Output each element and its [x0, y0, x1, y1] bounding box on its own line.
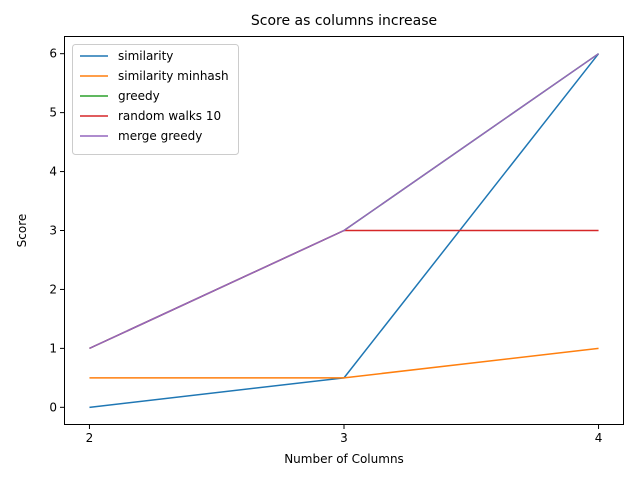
series-line-4	[89, 53, 599, 350]
series-line-3	[89, 229, 599, 350]
y-tick-label: 3	[49, 224, 57, 238]
y-axis-label: Score	[15, 214, 29, 248]
series-lines	[89, 53, 600, 409]
y-tick-label: 6	[49, 47, 57, 61]
series-line-1	[89, 347, 599, 379]
x-tick-label: 2	[86, 431, 94, 445]
y-tick-label: 1	[49, 341, 57, 355]
y-tick-label: 0	[49, 400, 57, 414]
x-axis-label: Number of Columns	[284, 452, 404, 466]
y-tick-label: 2	[49, 282, 57, 296]
chart-title: Score as columns increase	[251, 13, 437, 29]
y-tick-label: 5	[49, 106, 57, 120]
legend-box	[72, 44, 239, 155]
legend-label-4: merge greedy	[118, 129, 202, 143]
x-tick-label: 3	[340, 431, 348, 445]
legend-label-1: similarity minhash	[118, 69, 229, 83]
y-tick-label: 4	[49, 165, 57, 179]
legend-label-2: greedy	[118, 89, 160, 103]
y-axis-ticks: 0 1 2 3 4 5 6	[49, 47, 64, 414]
plot-area-frame	[64, 36, 624, 425]
x-axis-ticks: 2 3 4	[86, 425, 603, 445]
x-tick-label: 4	[595, 431, 603, 445]
legend: similarity similarity minhash greedy random…	[72, 44, 239, 155]
legend-label-3: random walks 10	[118, 109, 221, 123]
legend-label-0: similarity	[118, 49, 173, 63]
